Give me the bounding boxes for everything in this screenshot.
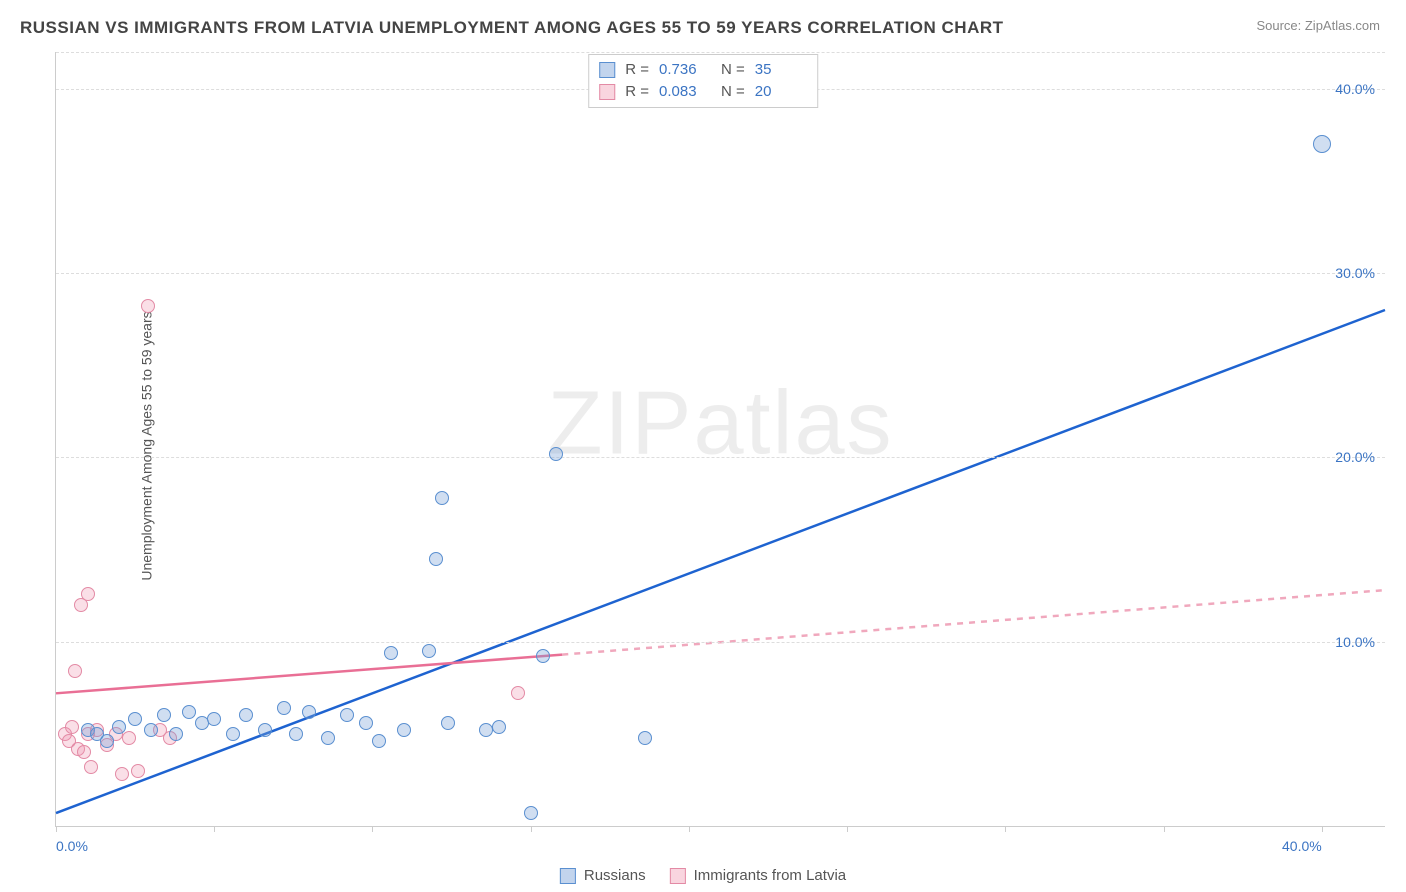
series-legend: Russians Immigrants from Latvia xyxy=(560,867,846,884)
data-point-latvia xyxy=(141,299,155,313)
data-point-russians xyxy=(549,447,563,461)
n-label: N = xyxy=(721,81,745,103)
swatch-russians-icon xyxy=(560,868,576,884)
data-point-russians xyxy=(182,705,196,719)
data-point-russians xyxy=(536,649,550,663)
data-point-latvia xyxy=(122,731,136,745)
data-point-russians xyxy=(112,720,126,734)
data-point-latvia xyxy=(131,764,145,778)
r-value-latvia: 0.083 xyxy=(659,81,711,103)
y-tick-label: 40.0% xyxy=(1335,81,1375,97)
correlation-stats-legend: R = 0.736 N = 35 R = 0.083 N = 20 xyxy=(588,54,818,108)
chart-title: RUSSIAN VS IMMIGRANTS FROM LATVIA UNEMPL… xyxy=(20,18,1004,38)
x-tick-label: 0.0% xyxy=(56,838,88,854)
data-point-russians xyxy=(100,734,114,748)
source-link[interactable]: ZipAtlas.com xyxy=(1305,18,1380,33)
y-tick-label: 20.0% xyxy=(1335,449,1375,465)
x-tick xyxy=(1164,826,1165,832)
data-point-russians xyxy=(372,734,386,748)
n-label: N = xyxy=(721,59,745,81)
r-label: R = xyxy=(625,59,649,81)
data-point-russians xyxy=(492,720,506,734)
data-point-russians xyxy=(422,644,436,658)
source-credit: Source: ZipAtlas.com xyxy=(1256,18,1380,33)
scatter-plot-area: ZIPatlas 10.0%20.0%30.0%40.0%0.0%40.0% xyxy=(55,52,1385,827)
swatch-russians-icon xyxy=(599,62,615,78)
x-tick-label: 40.0% xyxy=(1282,838,1322,854)
x-tick xyxy=(1005,826,1006,832)
data-point-russians xyxy=(226,727,240,741)
trend-line xyxy=(56,310,1385,813)
data-point-russians xyxy=(359,716,373,730)
n-value-russians: 35 xyxy=(755,59,807,81)
gridline xyxy=(56,273,1385,274)
legend-label-russians: Russians xyxy=(584,867,646,884)
data-point-russians xyxy=(157,708,171,722)
data-point-russians xyxy=(340,708,354,722)
data-point-russians xyxy=(638,731,652,745)
data-point-latvia xyxy=(77,745,91,759)
x-tick xyxy=(56,826,57,832)
data-point-russians xyxy=(144,723,158,737)
n-value-latvia: 20 xyxy=(755,81,807,103)
x-tick xyxy=(372,826,373,832)
data-point-latvia xyxy=(84,760,98,774)
data-point-russians xyxy=(289,727,303,741)
trend-lines-layer xyxy=(56,52,1385,826)
legend-item-latvia: Immigrants from Latvia xyxy=(670,867,847,884)
data-point-russians xyxy=(302,705,316,719)
data-point-russians xyxy=(239,708,253,722)
x-tick xyxy=(847,826,848,832)
data-point-latvia xyxy=(81,587,95,601)
r-value-russians: 0.736 xyxy=(659,59,711,81)
y-tick-label: 10.0% xyxy=(1335,634,1375,650)
data-point-russians xyxy=(277,701,291,715)
data-point-russians xyxy=(169,727,183,741)
trend-line xyxy=(562,590,1385,655)
data-point-latvia xyxy=(65,720,79,734)
legend-label-latvia: Immigrants from Latvia xyxy=(694,867,847,884)
x-tick xyxy=(689,826,690,832)
stat-row-latvia: R = 0.083 N = 20 xyxy=(599,81,807,103)
data-point-russians xyxy=(1313,135,1331,153)
gridline xyxy=(56,457,1385,458)
data-point-russians xyxy=(397,723,411,737)
x-tick xyxy=(214,826,215,832)
trend-line xyxy=(56,655,562,694)
data-point-latvia xyxy=(511,686,525,700)
data-point-russians xyxy=(321,731,335,745)
source-prefix: Source: xyxy=(1256,18,1304,33)
data-point-russians xyxy=(384,646,398,660)
x-tick xyxy=(531,826,532,832)
y-tick-label: 30.0% xyxy=(1335,265,1375,281)
data-point-russians xyxy=(258,723,272,737)
swatch-latvia-icon xyxy=(670,868,686,884)
data-point-russians xyxy=(207,712,221,726)
data-point-russians xyxy=(429,552,443,566)
data-point-russians xyxy=(128,712,142,726)
swatch-latvia-icon xyxy=(599,84,615,100)
r-label: R = xyxy=(625,81,649,103)
data-point-latvia xyxy=(115,767,129,781)
data-point-russians xyxy=(524,806,538,820)
x-tick xyxy=(1322,826,1323,832)
legend-item-russians: Russians xyxy=(560,867,646,884)
stat-row-russians: R = 0.736 N = 35 xyxy=(599,59,807,81)
data-point-russians xyxy=(441,716,455,730)
gridline xyxy=(56,52,1385,53)
data-point-latvia xyxy=(68,664,82,678)
data-point-russians xyxy=(435,491,449,505)
gridline xyxy=(56,642,1385,643)
